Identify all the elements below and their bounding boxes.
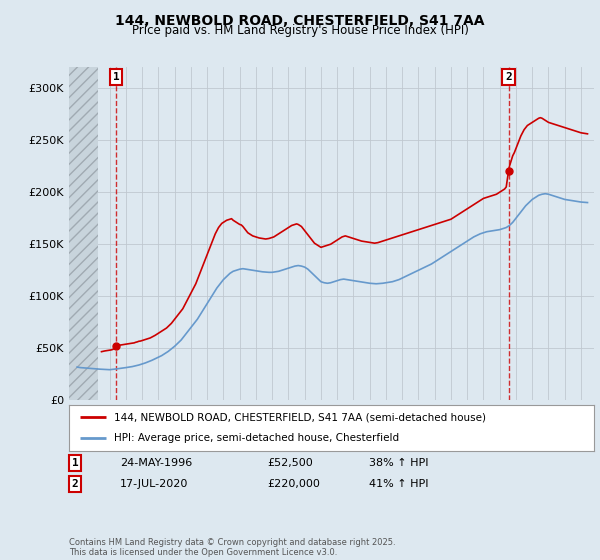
Text: 1: 1 (71, 458, 79, 468)
Text: Contains HM Land Registry data © Crown copyright and database right 2025.
This d: Contains HM Land Registry data © Crown c… (69, 538, 395, 557)
Text: 1: 1 (113, 72, 119, 82)
Text: 144, NEWBOLD ROAD, CHESTERFIELD, S41 7AA (semi-detached house): 144, NEWBOLD ROAD, CHESTERFIELD, S41 7AA… (113, 412, 485, 422)
Text: HPI: Average price, semi-detached house, Chesterfield: HPI: Average price, semi-detached house,… (113, 433, 399, 444)
Text: 144, NEWBOLD ROAD, CHESTERFIELD, S41 7AA: 144, NEWBOLD ROAD, CHESTERFIELD, S41 7AA (115, 14, 485, 28)
Text: Price paid vs. HM Land Registry's House Price Index (HPI): Price paid vs. HM Land Registry's House … (131, 24, 469, 37)
Bar (69, 67, 98, 400)
Text: 17-JUL-2020: 17-JUL-2020 (120, 479, 188, 489)
Text: 2: 2 (71, 479, 79, 489)
Text: 24-MAY-1996: 24-MAY-1996 (120, 458, 192, 468)
Text: 2: 2 (505, 72, 512, 82)
Text: 41% ↑ HPI: 41% ↑ HPI (369, 479, 428, 489)
Text: £52,500: £52,500 (267, 458, 313, 468)
Text: 38% ↑ HPI: 38% ↑ HPI (369, 458, 428, 468)
Text: £220,000: £220,000 (267, 479, 320, 489)
